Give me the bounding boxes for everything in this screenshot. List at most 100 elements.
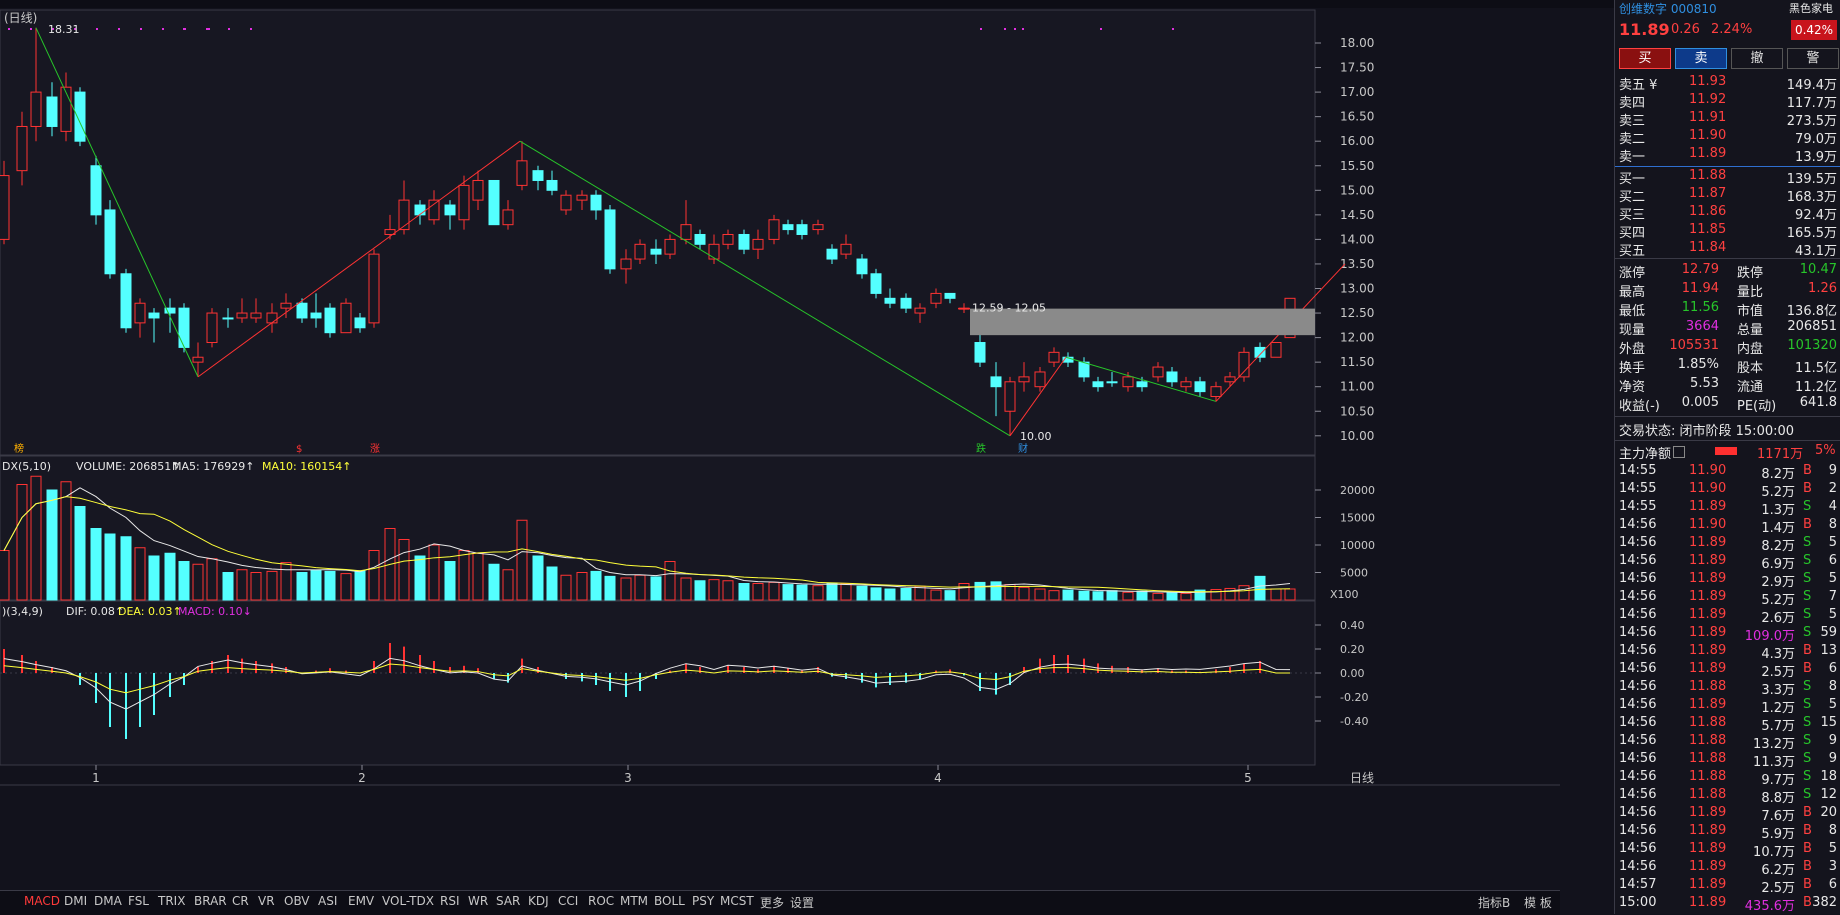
volume-value: VOLUME: 206851↑ [76,460,180,473]
quote-panel: 创维数字 000810 黑色家电 11.89 0.26 2.24% 0.42% … [1614,0,1840,914]
candle-body [1122,376,1134,388]
bottom-right-tab[interactable]: 指标B [1478,896,1511,910]
tick-volume: 5.7万 [1761,719,1795,734]
candle-body [354,317,366,329]
main-flow-value: 1171万 [1757,447,1804,462]
volume-bar [250,572,262,601]
tick-row: 14:56 11.88 5.7万 S 15 [1619,715,1837,734]
tick-time: 14:56 [1619,823,1657,838]
event-marker: 涨 [370,443,380,455]
candle-body [870,273,882,294]
tick-price: 11.89 [1689,859,1727,874]
indicator-tab-更多[interactable]: 更多 [760,896,785,910]
volume-bar [694,580,706,601]
indicator-tab-sar[interactable]: SAR [496,894,521,908]
indicator-tab-cci[interactable]: CCI [558,894,579,908]
volume-bar [1180,592,1192,601]
alert-button[interactable]: 警 [1787,48,1839,69]
indicator-tab-asi[interactable]: ASI [318,894,338,908]
menu-icon[interactable] [1673,446,1685,458]
candle-body [148,312,160,319]
tick-side: S [1803,787,1812,802]
indicator-tab-mtm[interactable]: MTM [620,894,649,908]
ask-row: 卖二 11.90 79.0万 [1619,128,1837,147]
indicator-tab-cr[interactable]: CR [232,894,249,908]
candle-body [738,233,750,250]
tick-time: 14:55 [1619,499,1657,514]
indicator-tab-emv[interactable]: EMV [348,894,375,908]
period-label: (日线) [4,11,37,25]
tick-side: S [1803,751,1812,766]
indicator-tab-macd[interactable]: MACD [24,894,60,908]
top-dot-marker [250,28,252,30]
candle-body [398,199,410,231]
buy-button[interactable]: 买 [1619,48,1671,69]
candle-body [192,356,204,363]
volume-bar [90,528,102,601]
tick-price: 11.89 [1689,877,1727,892]
indicator-tab-vol-tdx[interactable]: VOL-TDX [382,894,434,908]
indicator-tab-vr[interactable]: VR [258,894,275,908]
candle-body [46,96,58,127]
bottom-right-tab[interactable]: 模 板 [1524,896,1552,910]
stat-value: 12.79 [1681,262,1719,277]
tick-side: B [1803,841,1812,856]
cancel-order-button[interactable]: 撤 [1731,48,1783,69]
tick-count: 8 [1828,823,1837,838]
top-dot-marker [206,28,208,30]
top-dot-marker [183,28,185,30]
tick-volume: 11.3万 [1753,755,1795,770]
stat-row: 收益(-) 0.005 PE(动) 641.8 [1619,395,1837,414]
candle-body [974,342,986,363]
macd-tick-label: 0.20 [1340,643,1365,656]
price-tick-label: 14.50 [1340,208,1374,222]
stat-row: 涨停 12.79 跌停 10.47 [1619,262,1837,281]
tick-time: 14:56 [1619,607,1657,622]
indicator-tab-obv[interactable]: OBV [284,894,310,908]
kline-chart[interactable]: 18.00 17.50 17.00 16.50 16.00 15.50 15.00 14.50… [0,8,1560,891]
indicator-tab-mcst[interactable]: MCST [720,894,754,908]
volume-bar [74,506,86,601]
indicator-tab-boll[interactable]: BOLL [654,894,685,908]
indicator-tab-wr[interactable]: WR [468,894,489,908]
ask-row: 卖四 11.92 117.7万 [1619,92,1837,111]
indicator-tab-trix[interactable]: TRIX [158,894,186,908]
indicator-tab-roc[interactable]: ROC [588,894,615,908]
indicator-tab-psy[interactable]: PSY [692,894,715,908]
sector-label[interactable]: 黑色家电 [1789,2,1833,15]
candle-body [1238,351,1250,378]
tick-row: 14:56 11.89 6.9万 S 6 [1619,553,1837,572]
tick-count: 6 [1828,877,1837,892]
sell-button[interactable]: 卖 [1675,48,1727,69]
volume-bar [444,561,456,601]
stat-value: 11.5亿 [1795,361,1837,376]
tick-volume: 109.0万 [1744,629,1795,644]
volume-bar [236,569,248,601]
candle-body [280,302,292,309]
candle-body [296,302,308,319]
indicator-tab-fsl[interactable]: FSL [128,894,149,908]
candle-body [414,204,426,216]
candle-body [900,297,912,309]
ask-volume: 79.0万 [1795,132,1837,147]
indicator-tab-dma[interactable]: DMA [94,894,122,908]
indicator-tab-设置[interactable]: 设置 [790,896,815,910]
bid-volume: 168.3万 [1786,190,1837,205]
candle-body [444,204,456,216]
indicator-tab-rsi[interactable]: RSI [440,894,460,908]
indicator-tab-dmi[interactable]: DMI [64,894,88,908]
tick-row: 14:56 11.89 2.6万 S 5 [1619,607,1837,626]
candle-body [458,184,470,221]
price-tick-label: 12.50 [1340,306,1374,320]
month-label: 5 [1244,771,1252,785]
tick-time: 14:56 [1619,571,1657,586]
volume-tick-label: 5000 [1340,567,1368,580]
tick-side: B [1803,481,1812,496]
indicator-tab-brar[interactable]: BRAR [194,894,227,908]
volume-bar [488,563,500,601]
indicator-tab-kdj[interactable]: KDJ [528,894,549,908]
volume-bar [664,561,676,601]
tick-count: 9 [1828,463,1837,478]
top-dot-marker [8,28,10,30]
tick-side: B [1803,643,1812,658]
